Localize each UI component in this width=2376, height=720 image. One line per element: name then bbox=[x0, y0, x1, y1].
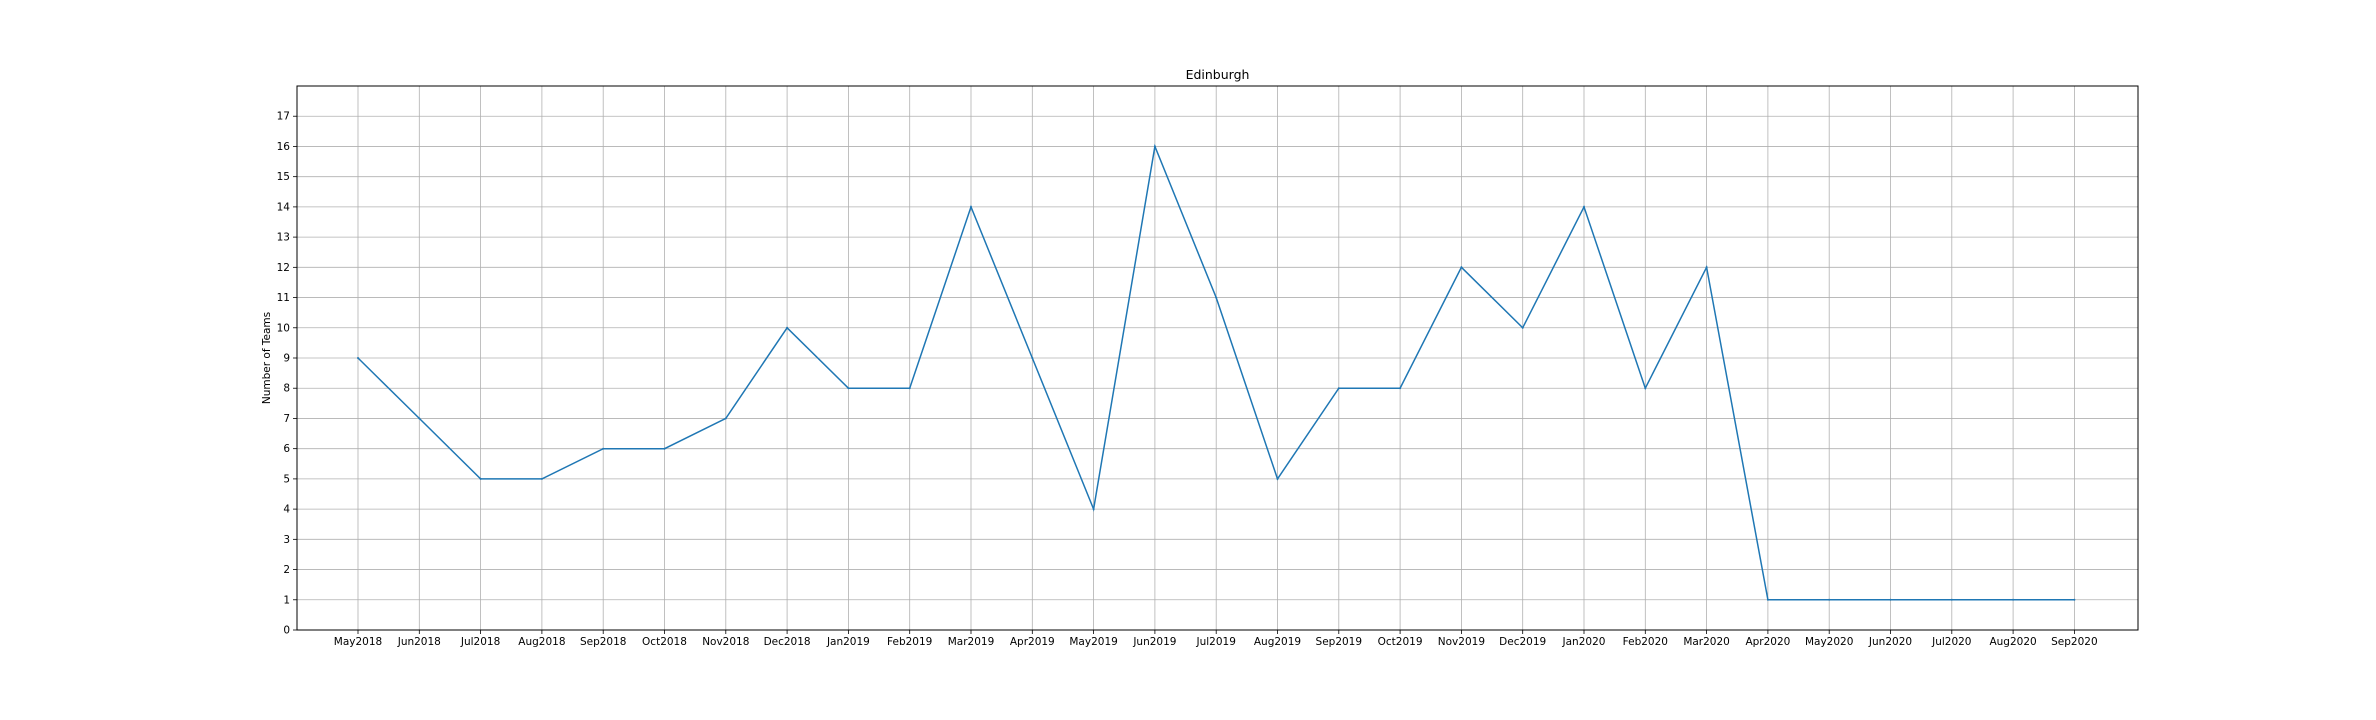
x-tick-label: Aug2020 bbox=[1989, 636, 2036, 648]
y-tick-label: 1 bbox=[283, 594, 290, 606]
data-point bbox=[1092, 508, 1095, 511]
x-tick-label: May2018 bbox=[334, 636, 382, 648]
x-tick-label: Feb2020 bbox=[1623, 636, 1668, 648]
data-point bbox=[724, 417, 727, 420]
y-tick-label: 14 bbox=[277, 201, 291, 213]
x-tick-label: Oct2018 bbox=[642, 636, 687, 648]
x-tick-label: Jan2019 bbox=[826, 636, 870, 648]
x-tick-label: Aug2019 bbox=[1254, 636, 1301, 648]
data-point bbox=[2012, 598, 2015, 601]
x-tick-label: Jun2020 bbox=[1868, 636, 1912, 648]
data-point bbox=[479, 477, 482, 480]
x-tick-label: May2020 bbox=[1805, 636, 1853, 648]
data-point bbox=[847, 387, 850, 390]
x-tick-label: Nov2019 bbox=[1438, 636, 1485, 648]
x-tick-label: Sep2020 bbox=[2051, 636, 2098, 648]
y-tick-label: 11 bbox=[277, 292, 290, 304]
data-point bbox=[663, 447, 666, 450]
data-point bbox=[1153, 145, 1156, 148]
y-tick-label: 9 bbox=[283, 353, 290, 365]
y-tick-label: 16 bbox=[277, 141, 291, 153]
x-tick-label: Jun2018 bbox=[397, 636, 441, 648]
x-tick-label: Dec2018 bbox=[764, 636, 811, 648]
data-point bbox=[970, 205, 972, 208]
data-point bbox=[908, 387, 911, 390]
x-tick-label: Dec2019 bbox=[1499, 636, 1546, 648]
data-point bbox=[1031, 357, 1034, 359]
grid-layer bbox=[297, 86, 2138, 631]
x-tick-label: Mar2019 bbox=[948, 636, 995, 648]
x-tick-label: Sep2019 bbox=[1316, 636, 1363, 648]
y-tick-label: 15 bbox=[277, 171, 290, 183]
x-tick-label: Jul2020 bbox=[1931, 636, 1971, 648]
y-tick-label: 10 bbox=[277, 322, 290, 334]
data-point bbox=[418, 417, 421, 420]
data-point bbox=[357, 357, 359, 359]
x-tick-label: Jul2018 bbox=[460, 636, 500, 648]
x-tick-label: Sep2018 bbox=[580, 636, 627, 648]
data-point bbox=[1828, 598, 1831, 601]
y-tick-label: 4 bbox=[283, 504, 290, 516]
x-tick-label: Oct2019 bbox=[1378, 636, 1423, 648]
y-tick-label: 12 bbox=[277, 262, 290, 274]
data-point bbox=[786, 326, 789, 329]
x-tick-label: Aug2018 bbox=[518, 636, 565, 648]
series-layer bbox=[357, 143, 2076, 601]
x-tick-label: Jul2019 bbox=[1196, 636, 1236, 648]
x-tick-label: Jan2020 bbox=[1562, 636, 1606, 648]
y-tick-label: 2 bbox=[283, 564, 290, 576]
x-tick-label: May2019 bbox=[1069, 636, 1117, 648]
y-tick-label: 6 bbox=[283, 443, 290, 455]
x-tick-label: Apr2019 bbox=[1010, 636, 1055, 648]
y-axis-label: Number of Teams bbox=[261, 312, 273, 404]
y-tick-label: 8 bbox=[283, 383, 290, 395]
data-point bbox=[1950, 598, 1953, 601]
data-point bbox=[2073, 598, 2076, 601]
data-point bbox=[1521, 326, 1524, 329]
data-point bbox=[1460, 266, 1463, 269]
data-point bbox=[1337, 387, 1340, 390]
x-tick-label: Apr2020 bbox=[1745, 636, 1790, 648]
y-tick-label: 5 bbox=[283, 473, 290, 485]
data-point bbox=[1399, 387, 1402, 390]
data-point bbox=[1644, 387, 1647, 390]
data-point bbox=[602, 447, 605, 450]
x-tick-label: Feb2019 bbox=[887, 636, 932, 648]
data-point bbox=[1583, 205, 1585, 208]
data-point bbox=[1766, 598, 1769, 601]
y-tick-label: 13 bbox=[277, 232, 290, 244]
y-tick-label: 3 bbox=[283, 534, 290, 546]
y-tick-label: 17 bbox=[277, 111, 290, 123]
x-tick-label: Mar2020 bbox=[1683, 636, 1730, 648]
data-point bbox=[1705, 266, 1708, 269]
x-tick-label: Nov2018 bbox=[702, 636, 749, 648]
chart-title: Edinburgh bbox=[1186, 67, 1250, 82]
y-tick-label: 7 bbox=[283, 413, 290, 425]
data-point bbox=[540, 477, 543, 480]
x-tick-label: Jun2019 bbox=[1132, 636, 1176, 648]
data-point bbox=[1889, 598, 1892, 601]
data-point bbox=[1276, 477, 1279, 480]
data-point bbox=[1215, 296, 1218, 299]
ticks-layer: May2018 Jun2018 Jul2018 Aug2018 Sep2018 Oct20… bbox=[277, 111, 2098, 648]
y-tick-label: 0 bbox=[283, 625, 290, 637]
